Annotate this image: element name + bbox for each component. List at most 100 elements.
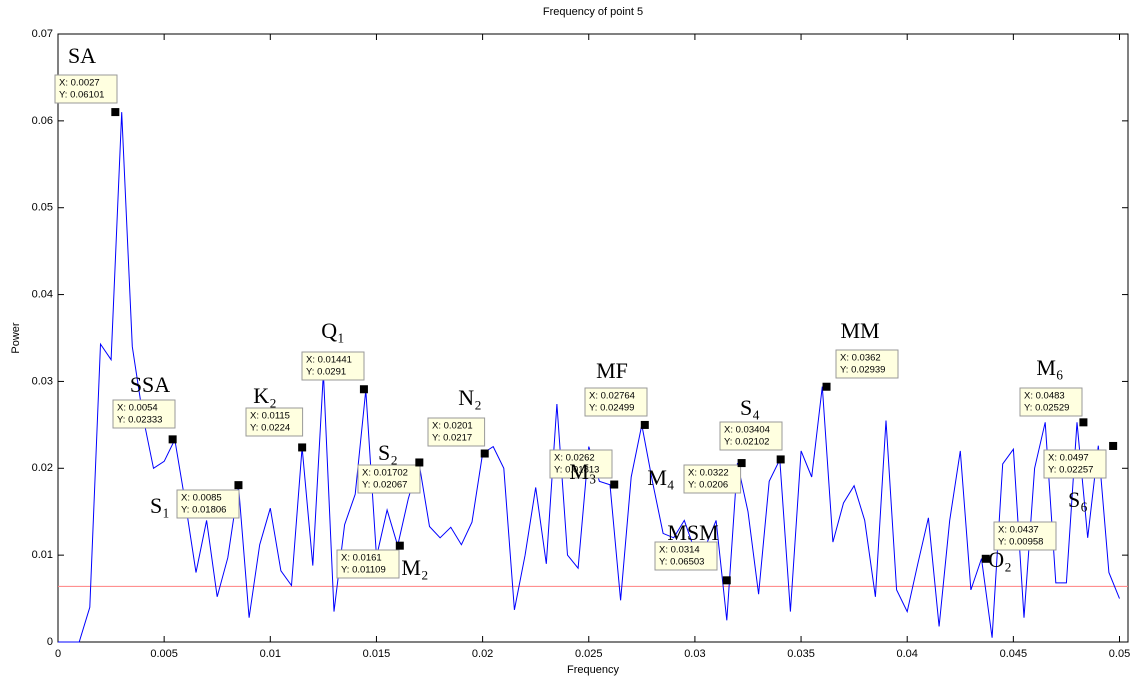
datatip-text: X: 0.0262 xyxy=(554,453,595,464)
datatip-text: X: 0.0054 xyxy=(117,403,158,414)
annotation: M₆ xyxy=(1036,355,1063,380)
y-tick-label: 0.01 xyxy=(32,549,53,561)
datatip-text: X: 0.0027 xyxy=(59,78,100,89)
datatip-box xyxy=(683,464,742,494)
datatip-text: Y: 0.01109 xyxy=(341,565,386,576)
datatip-text: Y: 0.01813 xyxy=(554,465,599,476)
datatip-text: Y: 0.02257 xyxy=(1048,465,1093,476)
x-tick-label: 0 xyxy=(55,648,61,660)
datatip-text: X: 0.0322 xyxy=(688,468,729,479)
datatip-text: Y: 0.02333 xyxy=(117,415,162,426)
x-tick-label: 0.01 xyxy=(260,648,281,660)
y-tick-label: 0 xyxy=(47,636,53,648)
datatip-text: X: 0.0085 xyxy=(181,493,222,504)
datatip-text: X: 0.0437 xyxy=(998,525,1039,536)
x-tick-label: 0.005 xyxy=(150,648,178,660)
datatip-marker xyxy=(415,458,424,467)
y-tick-label: 0.05 xyxy=(32,202,53,214)
datatip-marker xyxy=(981,554,990,563)
datatip-marker xyxy=(168,435,177,444)
datatip-marker xyxy=(776,455,785,464)
datatip-marker xyxy=(722,576,731,585)
annotation: O₂ xyxy=(988,547,1012,572)
datatip-text: Y: 0.0206 xyxy=(688,480,728,491)
datatip-marker xyxy=(737,459,746,468)
datatip-box xyxy=(112,399,176,429)
datatip-text: Y: 0.02067 xyxy=(362,480,407,491)
x-tick-label: 0.04 xyxy=(896,648,917,660)
datatip-marker xyxy=(359,385,368,394)
annotation: S₆ xyxy=(1068,487,1088,512)
y-tick-label: 0.07 xyxy=(32,28,53,40)
datatip-text: Y: 0.00958 xyxy=(998,537,1043,548)
datatip-marker xyxy=(111,108,120,117)
datatip-marker xyxy=(234,481,243,490)
datatip-text: Y: 0.02102 xyxy=(724,437,769,448)
annotation: N₂ xyxy=(458,385,482,410)
x-axis-label: Frequency xyxy=(567,664,619,676)
annotation: M₄ xyxy=(647,465,674,490)
annotation: SSA xyxy=(130,372,170,397)
datatip-text: X: 0.0314 xyxy=(659,545,700,556)
datatip-text: Y: 0.02529 xyxy=(1024,403,1069,414)
y-tick-label: 0.02 xyxy=(32,462,53,474)
datatip-text: X: 0.02764 xyxy=(589,391,635,402)
x-tick-label: 0.015 xyxy=(363,648,391,660)
datatip-marker xyxy=(1109,441,1118,450)
annotation: K₂ xyxy=(253,383,277,408)
datatip-box xyxy=(245,407,304,437)
datatip-text: X: 0.0483 xyxy=(1024,391,1065,402)
chart-title: Frequency of point 5 xyxy=(543,6,643,18)
datatip-marker xyxy=(640,420,649,429)
y-tick-label: 0.03 xyxy=(32,375,53,387)
datatip-box xyxy=(584,387,648,417)
annotation: S₁ xyxy=(150,493,170,518)
annotation: MSM xyxy=(667,520,718,545)
datatip-text: Y: 0.06503 xyxy=(659,557,704,568)
datatip-text: Y: 0.0291 xyxy=(306,367,346,378)
datatip-box xyxy=(54,74,118,104)
annotation: MM xyxy=(840,318,879,343)
datatip-text: Y: 0.02939 xyxy=(840,365,885,376)
x-tick-label: 0.035 xyxy=(787,648,815,660)
x-tick-label: 0.05 xyxy=(1109,648,1130,660)
plot-area xyxy=(57,33,1129,643)
annotation: MF xyxy=(596,358,628,383)
datatip-box xyxy=(993,521,1057,551)
datatip-text: X: 0.03404 xyxy=(724,425,770,436)
x-tick-label: 0.025 xyxy=(575,648,603,660)
datatip-text: X: 0.0115 xyxy=(250,411,290,422)
datatip-marker xyxy=(298,443,307,452)
y-tick-label: 0.06 xyxy=(32,115,53,127)
datatip-text: Y: 0.0217 xyxy=(432,433,472,444)
datatip-box xyxy=(336,549,400,579)
annotation: S₂ xyxy=(378,440,398,465)
datatip-box xyxy=(549,449,613,479)
datatip-text: Y: 0.06101 xyxy=(59,90,104,101)
y-axis-label: Power xyxy=(10,322,22,354)
datatip-box xyxy=(654,541,718,571)
datatip-box xyxy=(719,421,783,451)
datatip-box xyxy=(1019,387,1083,417)
datatip-box xyxy=(1043,449,1107,479)
datatip-text: Y: 0.02499 xyxy=(589,403,634,414)
datatip-box xyxy=(176,489,240,519)
datatip-marker xyxy=(395,541,404,550)
datatip-box xyxy=(357,464,421,494)
datatip-text: X: 0.01441 xyxy=(306,355,352,366)
datatip-marker xyxy=(1079,418,1088,427)
datatip-text: X: 0.0497 xyxy=(1048,453,1089,464)
x-tick-label: 0.03 xyxy=(684,648,705,660)
x-tick-label: 0.045 xyxy=(1000,648,1028,660)
annotation: M₂ xyxy=(401,555,428,580)
datatip-marker xyxy=(822,382,831,391)
datatip-box xyxy=(427,417,486,447)
datatip-marker xyxy=(480,449,489,458)
datatip-text: X: 0.0201 xyxy=(432,421,473,432)
datatip-text: Y: 0.01806 xyxy=(181,505,226,516)
datatip-marker xyxy=(610,480,619,489)
annotation: SA xyxy=(68,43,96,68)
x-tick-label: 0.02 xyxy=(472,648,493,660)
y-tick-label: 0.04 xyxy=(32,288,53,300)
